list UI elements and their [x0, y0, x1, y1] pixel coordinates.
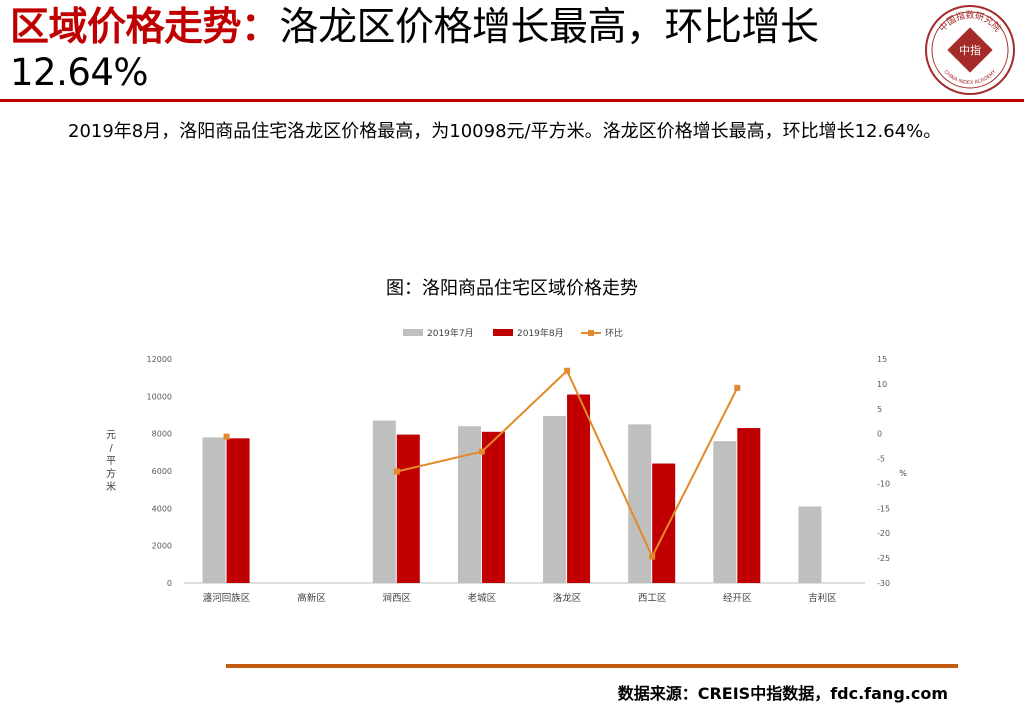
y2-tick-label: -20	[877, 529, 890, 538]
bar-jul	[457, 426, 481, 583]
summary-paragraph: 2019年8月，洛阳商品住宅洛龙区价格最高，为10098元/平方米。洛龙区价格增…	[68, 121, 942, 142]
y-tick-label: 8000	[152, 430, 172, 439]
line-point	[223, 433, 230, 440]
title-accent: 区域价格走势	[10, 5, 242, 50]
footer-divider	[226, 664, 958, 668]
chart-line	[223, 367, 741, 560]
y2-tick-label: -15	[877, 504, 890, 513]
y-tick-label: 10000	[147, 392, 172, 401]
y2-tick-label: -30	[877, 579, 890, 588]
y2-tick-label: -10	[877, 479, 890, 488]
legend-swatch	[493, 329, 513, 336]
y-tick-label: 4000	[152, 504, 172, 513]
chart-legend: 2019年7月 2019年8月 环比	[403, 327, 623, 339]
bar-aug	[567, 394, 591, 583]
page-title: 区域价格走势：洛龙区价格增长最高，环比增长 12.64%	[10, 4, 910, 94]
y2-tick-label: 10	[877, 380, 887, 389]
x-tick-label: 经开区	[723, 592, 752, 604]
y-axis-label-char: 元	[106, 430, 116, 441]
line-point	[649, 553, 656, 560]
y2-tick-label: -25	[877, 554, 890, 563]
bar-aug	[737, 428, 761, 583]
bar-jul	[372, 420, 396, 583]
y2-tick-label: 5	[877, 405, 882, 414]
bar-jul	[798, 506, 822, 583]
y2-tick-label: 0	[877, 430, 882, 439]
legend-marker	[588, 330, 594, 336]
chart-axes: 0 2000 4000 6000 8000 10000 12000 -30 -25 -20 -15 -…	[106, 355, 907, 604]
chart-bars	[202, 394, 822, 583]
title-divider	[0, 99, 1024, 102]
line-point	[393, 468, 400, 475]
y2-axis-label: %	[899, 469, 907, 478]
line-segment	[481, 370, 568, 453]
x-tick-label: 吉利区	[808, 592, 837, 604]
y-tick-label: 12000	[147, 355, 172, 364]
x-tick-label: 洛龙区	[553, 592, 582, 604]
x-tick-label: 涧西区	[383, 592, 412, 604]
bar-jul	[713, 441, 737, 583]
y-tick-label: 6000	[152, 467, 172, 476]
price-chart: 2019年7月 2019年8月 环比 0 2000 4000 6000 8000 10000 1…	[106, 327, 907, 604]
line-segment	[566, 370, 654, 558]
legend-label: 2019年7月	[427, 327, 474, 339]
y2-tick-label: 15	[877, 355, 887, 364]
bar-aug	[396, 434, 420, 583]
bar-aug	[652, 463, 676, 583]
line-segment	[651, 387, 739, 558]
y-axis-label-char: /	[109, 443, 113, 454]
bar-aug	[226, 438, 250, 583]
bar-jul	[628, 424, 652, 583]
bar-jul	[543, 415, 567, 583]
x-tick-label: 瀍河回族区	[203, 592, 251, 604]
bar-aug	[481, 431, 505, 583]
legend-label: 2019年8月	[517, 327, 564, 339]
academy-logo: 中国指数研究院 CHINA INDEX ACADEMY 中指	[925, 5, 1015, 95]
y-tick-label: 2000	[152, 542, 172, 551]
line-segment	[396, 450, 483, 473]
logo-center: 中指	[959, 43, 981, 57]
x-tick-label: 高新区	[297, 592, 326, 604]
legend-label: 环比	[605, 327, 623, 339]
x-tick-label: 老城区	[468, 592, 497, 604]
bar-jul	[202, 437, 226, 583]
x-tick-label: 西工区	[638, 593, 667, 604]
title-colon: ：	[241, 5, 280, 50]
line-point	[564, 367, 571, 374]
y-axis-label-char: 米	[106, 480, 116, 493]
y-axis-label-char: 方	[106, 467, 116, 480]
y2-tick-label: -5	[877, 455, 885, 464]
title-rest: 洛龙区价格增长最高，环比增长	[279, 5, 820, 50]
title-line2: 12.64%	[10, 51, 149, 94]
line-point	[734, 384, 741, 391]
source-note: 数据来源：CREIS中指数据，fdc.fang.com	[617, 684, 948, 703]
chart-title: 图：洛阳商品住宅区域价格走势	[386, 278, 638, 299]
y-axis-label-char: 平	[106, 456, 116, 467]
legend-swatch	[403, 329, 423, 336]
y-tick-label: 0	[167, 579, 172, 588]
line-point	[478, 448, 485, 455]
